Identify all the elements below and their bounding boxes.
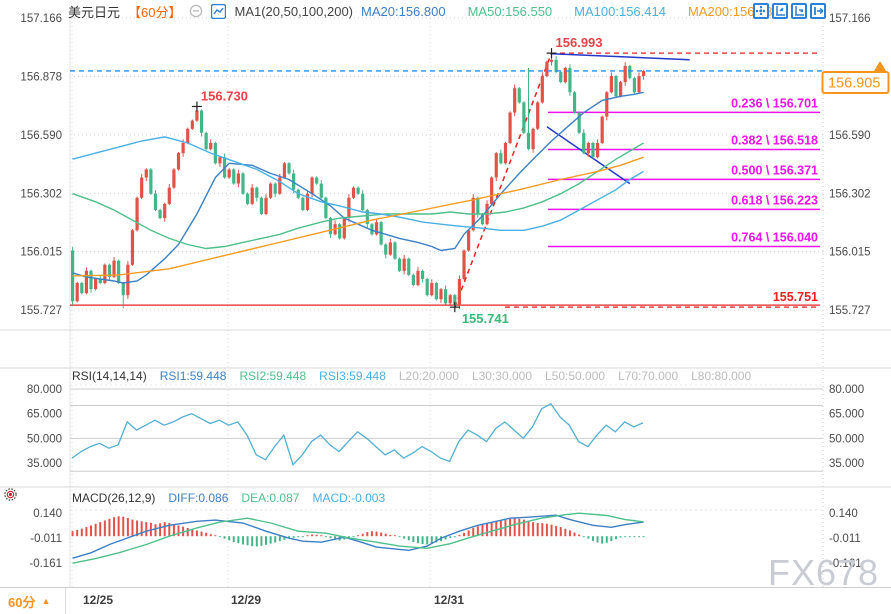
collapse-indicator-icon[interactable] — [189, 4, 203, 18]
svg-text:156.590: 156.590 — [829, 130, 871, 142]
svg-text:0.500 \ 156.371: 0.500 \ 156.371 — [731, 163, 818, 177]
svg-text:156.015: 156.015 — [20, 247, 62, 259]
rsi-values: RSI1:59.448 RSI2:59.448 RSI3:59.448 — [160, 369, 386, 383]
svg-text:156.905: 156.905 — [828, 75, 880, 91]
svg-text:156.878: 156.878 — [20, 71, 62, 83]
rsi-params-label: RSI(14,14,14) — [72, 369, 147, 383]
svg-text:156.730: 156.730 — [201, 88, 248, 103]
indicator-value-label: L20:20.000 — [398, 369, 459, 383]
svg-text:35.000: 35.000 — [829, 458, 864, 470]
svg-text:-0.161: -0.161 — [829, 558, 862, 570]
horizontal-lines[interactable] — [70, 52, 820, 308]
svg-text:65.000: 65.000 — [829, 409, 864, 421]
annotations-layer: 156.993 156.730 155.741 155.751 — [191, 35, 818, 326]
indicator-value-label: L70:70.000 — [618, 369, 679, 383]
indicator-value-label: MA100:156.414 — [574, 3, 666, 19]
svg-text:157.166: 157.166 — [829, 13, 871, 25]
svg-text:155.751: 155.751 — [773, 290, 818, 304]
svg-text:156.590: 156.590 — [20, 130, 62, 142]
crosshair-tool-icon[interactable] — [753, 3, 769, 19]
price-axis-left[interactable]: 157.166 156.878 156.590 156.302 156.015 155.7… — [20, 13, 62, 317]
timeframe-selector-label: 60分 — [8, 594, 36, 610]
svg-text:155.727: 155.727 — [829, 305, 871, 317]
svg-text:0.618 \ 156.223: 0.618 \ 156.223 — [731, 193, 818, 207]
svg-text:35.000: 35.000 — [27, 458, 62, 470]
candles-layer[interactable] — [71, 53, 646, 309]
grid-layer — [0, 17, 891, 587]
svg-text:0.140: 0.140 — [829, 508, 858, 520]
indicator-value-label: RSI1:59.448 — [159, 369, 227, 383]
indicator-value-label: L80:80.000 — [691, 369, 752, 383]
svg-text:156.015: 156.015 — [829, 247, 871, 259]
fit-vertical-scale-icon[interactable] — [772, 3, 788, 19]
svg-text:65.000: 65.000 — [27, 409, 62, 421]
svg-text:0.236 \ 156.701: 0.236 \ 156.701 — [731, 96, 818, 110]
svg-text:80.000: 80.000 — [27, 384, 62, 396]
pan-right-icon[interactable] — [810, 3, 826, 19]
chart-header: 美元日元 【60分】 MA1(20,50,100,200) MA20:156.8… — [68, 0, 789, 22]
price-up-arrow-icon — [874, 60, 886, 71]
svg-text:155.727: 155.727 — [20, 305, 62, 317]
indicator-value-label: L30:30.000 — [471, 369, 532, 383]
macd-header: MACD(26,12,9) DIFF:0.086 DEA:0.087 MACD:… — [72, 491, 385, 505]
svg-text:-0.161: -0.161 — [29, 558, 62, 570]
macd-value-label: MACD:-0.003 — [312, 491, 386, 505]
macd-diff-label: DIFF:0.086 — [168, 491, 229, 505]
indicator-value-label: RSI3:59.448 — [319, 369, 386, 383]
timeframe-selector[interactable]: 60分 ▲ — [0, 588, 66, 614]
svg-text:50.000: 50.000 — [27, 433, 62, 445]
trend-lines[interactable] — [454, 52, 690, 308]
svg-text:156.302: 156.302 — [829, 188, 871, 200]
rsi-level-labels: L20:20.000 L30:30.000 L50:50.000 L70:70.000… — [399, 369, 751, 383]
svg-text:0.140: 0.140 — [33, 508, 62, 520]
macd-dea-label: DEA:0.087 — [241, 491, 300, 505]
macd-params-label: MACD(26,12,9) — [72, 491, 156, 505]
svg-text:0.764 \ 156.040: 0.764 \ 156.040 — [731, 230, 818, 244]
rsi-header: RSI(14,14,14) RSI1:59.448 RSI2:59.448 RSI3… — [72, 369, 751, 383]
date-label-2: 12/29 — [231, 593, 262, 607]
svg-text:50.000: 50.000 — [829, 433, 864, 445]
svg-text:80.000: 80.000 — [829, 384, 864, 396]
caret-up-icon: ▲ — [41, 596, 51, 606]
svg-text:155.741: 155.741 — [462, 311, 509, 326]
svg-text:-0.011: -0.011 — [30, 533, 62, 545]
indicator-value-label: MA20:156.800 — [361, 3, 446, 19]
time-axis-bar[interactable]: 60分 ▲ 12/25 12/29 12/31 — [0, 587, 891, 614]
svg-text:156.993: 156.993 — [556, 35, 603, 50]
macd-panel[interactable]: 0.140 0.140 -0.011 -0.011 -0.161 -0.161 — [29, 508, 861, 570]
indicator-value-label: RSI2:59.448 — [239, 369, 307, 383]
date-label-1: 12/25 — [83, 593, 114, 607]
fit-horizontal-scale-icon[interactable] — [791, 3, 807, 19]
indicator-value-label: L50:50.000 — [545, 369, 606, 383]
price-axis-right[interactable]: 157.166156.878156.590156.302156.015155.7… — [829, 13, 871, 317]
symbol-title: 美元日元 — [68, 4, 121, 20]
ma-params-label: MA1(20,50,100,200) — [234, 3, 354, 19]
timeframe-label: 【60分】 — [128, 4, 182, 20]
date-label-3: 12/31 — [434, 593, 465, 607]
svg-text:156.302: 156.302 — [20, 188, 62, 200]
fibonacci-levels[interactable]: 0.236 \ 156.701 0.382 \ 156.518 0.500 \ 15… — [548, 96, 820, 248]
rsi-panel[interactable]: 80.000 80.000 65.000 65.000 50.000 50.000 35.0… — [27, 384, 864, 472]
current-price-badge: 156.905 — [821, 60, 890, 94]
chart-toolbar — [753, 3, 826, 19]
ma-lines-layer — [72, 91, 644, 284]
indicator-value-label: MA200:156.48 — [687, 3, 773, 19]
svg-text:-0.011: -0.011 — [829, 533, 861, 545]
ma-values: MA20:156.800 MA50:156.550 MA100:156.414 MA2… — [361, 4, 781, 19]
indicator-alert-icon[interactable] — [3, 487, 18, 507]
svg-text:0.382 \ 156.518: 0.382 \ 156.518 — [731, 133, 818, 147]
svg-text:157.166: 157.166 — [20, 13, 62, 25]
indicator-chart-icon[interactable] — [211, 3, 227, 19]
indicator-value-label: MA50:156.550 — [467, 3, 553, 19]
